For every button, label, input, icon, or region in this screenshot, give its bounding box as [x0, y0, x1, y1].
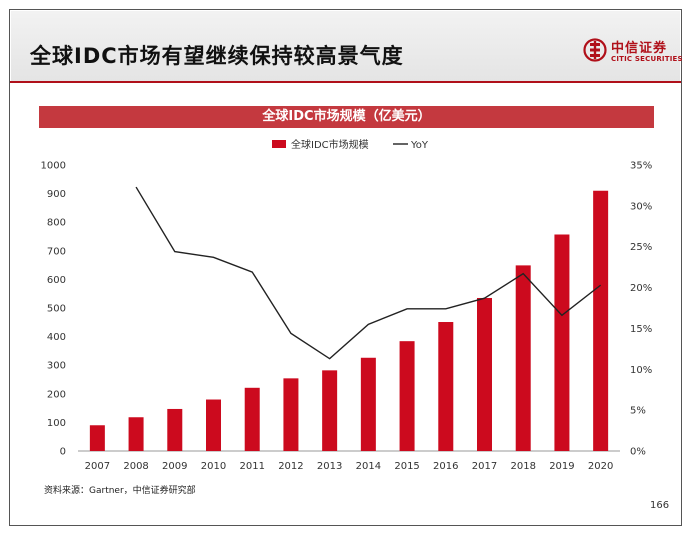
legend-label-line: YoY	[410, 140, 429, 151]
bar	[515, 265, 531, 451]
x-axis-tick-label: 2017	[472, 461, 497, 472]
slide-frame	[9, 9, 682, 526]
bar	[244, 387, 260, 451]
x-axis-tick-label: 2015	[394, 461, 419, 472]
x-axis-tick-label: 2008	[123, 461, 148, 472]
bar	[206, 399, 221, 451]
x-axis-tick-label: 2009	[162, 461, 187, 472]
page-number: 166	[650, 500, 670, 511]
right-axis-tick-label: 25%	[630, 242, 652, 253]
left-axis-tick-label: 600	[47, 275, 66, 286]
chart-title: 全球IDC市场规模（亿美元）	[39, 106, 654, 128]
title-underline	[10, 81, 681, 83]
x-axis-tick-label: 2013	[317, 461, 342, 472]
right-axis-tick-label: 0%	[630, 447, 646, 458]
left-axis-tick-label: 200	[47, 389, 66, 400]
bar	[438, 322, 454, 451]
bar	[399, 341, 415, 451]
x-axis-tick-label: 2012	[278, 461, 303, 472]
x-axis-tick-label: 2007	[85, 461, 110, 472]
legend-swatch-bar	[272, 140, 286, 148]
bar	[128, 417, 144, 451]
right-axis-tick-label: 10%	[630, 365, 652, 376]
bar	[593, 190, 609, 452]
x-axis-tick-label: 2020	[588, 461, 613, 472]
left-axis-tick-label: 800	[47, 218, 66, 229]
legend-label-bar: 全球IDC市场规模	[291, 138, 369, 151]
logo-text-en: CITIC SECURITIES	[611, 55, 683, 63]
bar	[554, 234, 570, 451]
x-axis-tick-label: 2019	[549, 461, 574, 472]
citic-logo-icon	[583, 38, 607, 62]
slide-title: 全球IDC市场有望继续保持较高景气度	[30, 44, 404, 68]
bar	[477, 297, 492, 451]
right-axis-tick-label: 5%	[630, 406, 646, 417]
left-axis-tick-label: 400	[47, 332, 66, 343]
logo-text-cn: 中信证券	[611, 41, 668, 56]
left-axis-tick-label: 300	[47, 361, 66, 372]
x-axis-tick-label: 2014	[356, 461, 381, 472]
left-axis-tick-label: 100	[47, 418, 66, 429]
source-note: 资料来源：Gartner，中信证券研究部	[44, 486, 196, 496]
right-axis-tick-label: 30%	[630, 201, 652, 212]
header-band	[11, 11, 680, 83]
bar	[89, 425, 105, 451]
bar	[167, 408, 183, 451]
bar	[322, 370, 338, 451]
left-axis-tick-label: 1000	[41, 161, 66, 172]
right-axis-tick-label: 35%	[630, 161, 652, 172]
bar	[283, 378, 299, 451]
left-axis-tick-label: 0	[60, 447, 66, 458]
left-axis-tick-label: 700	[47, 246, 66, 257]
right-axis-tick-label: 20%	[630, 283, 652, 294]
x-axis-tick-label: 2016	[433, 461, 458, 472]
x-axis-tick-label: 2011	[239, 461, 264, 472]
yoy-series-line	[135, 186, 602, 360]
left-axis-tick-label: 900	[47, 189, 66, 200]
right-axis-tick-label: 15%	[630, 324, 652, 335]
bar	[360, 357, 376, 451]
x-axis-tick-label: 2010	[201, 461, 226, 472]
x-axis-tick-label: 2018	[510, 461, 535, 472]
left-axis-tick-label: 500	[47, 304, 66, 315]
